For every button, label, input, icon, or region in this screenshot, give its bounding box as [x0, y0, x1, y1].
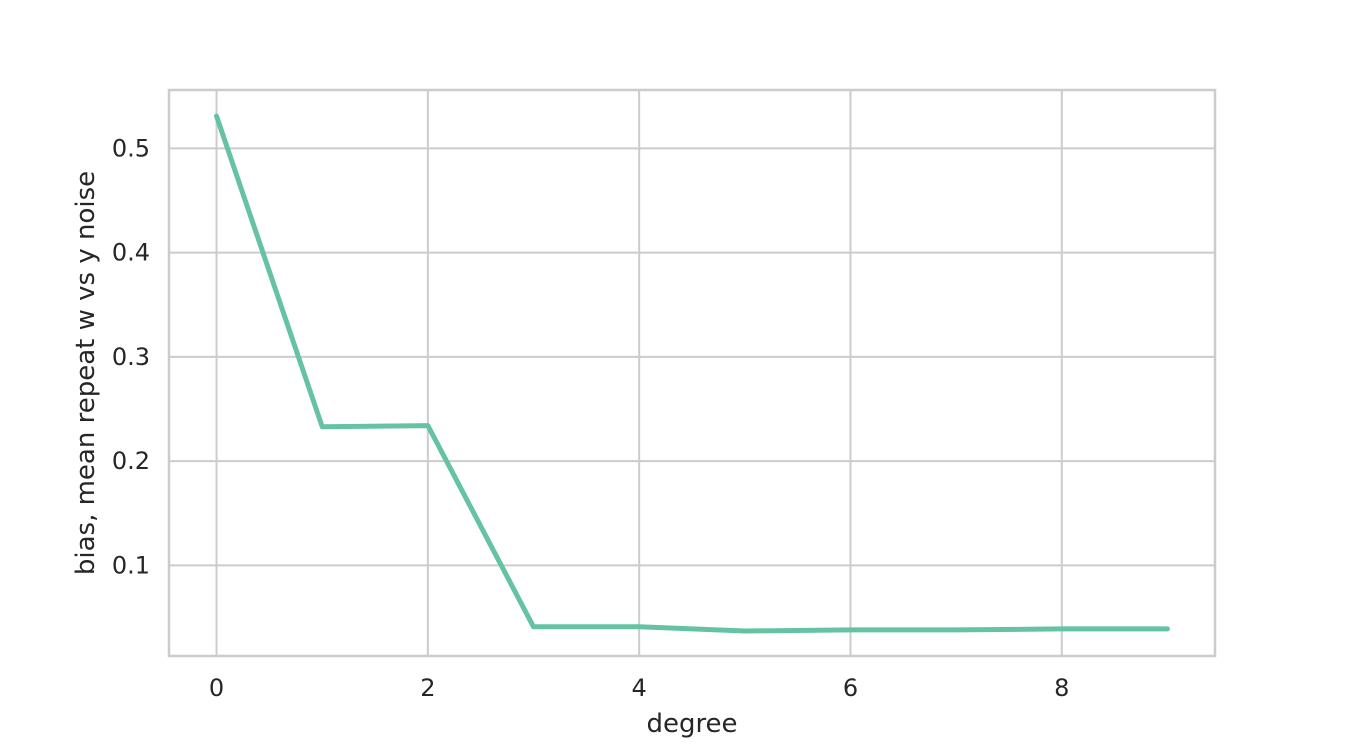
y-tick-label: 0.1 — [112, 551, 150, 579]
x-tick-label: 8 — [1054, 674, 1069, 702]
grid — [169, 90, 1215, 656]
y-axis-label: bias, mean repeat w vs y noise — [71, 171, 101, 575]
plot-frame — [167, 88, 1217, 658]
x-tick-labels: 0 2 4 6 8 — [209, 674, 1070, 702]
series-layer — [214, 113, 1170, 634]
y-tick-label: 0.3 — [112, 343, 150, 371]
y-tick-label: 0.5 — [112, 134, 150, 162]
y-tick-label: 0.4 — [112, 239, 150, 267]
y-tick-label: 0.2 — [112, 447, 150, 475]
series-line — [214, 113, 1170, 634]
x-tick-label: 6 — [843, 674, 858, 702]
x-tick-label: 0 — [209, 674, 224, 702]
x-axis-label: degree — [646, 709, 737, 739]
y-tick-labels: 0.1 0.2 0.3 0.4 0.5 — [112, 134, 150, 579]
x-tick-label: 2 — [420, 674, 435, 702]
x-tick-label: 4 — [632, 674, 647, 702]
